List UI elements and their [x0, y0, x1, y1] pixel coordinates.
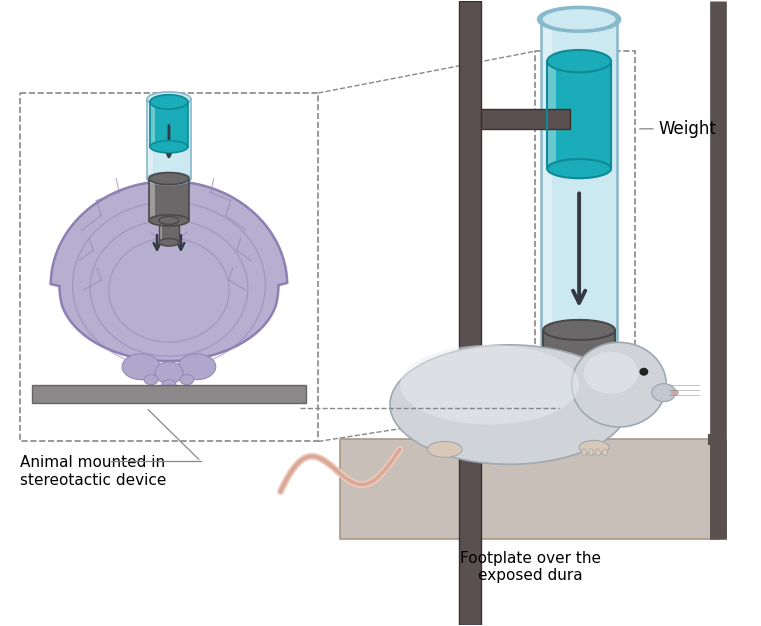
Polygon shape: [159, 220, 179, 242]
Polygon shape: [563, 377, 595, 398]
Polygon shape: [147, 99, 191, 178]
Polygon shape: [547, 61, 611, 168]
Ellipse shape: [162, 380, 176, 389]
Ellipse shape: [400, 345, 579, 424]
Polygon shape: [563, 393, 595, 402]
Bar: [31, 385, 307, 403]
Polygon shape: [563, 373, 595, 382]
Polygon shape: [51, 181, 287, 361]
Polygon shape: [150, 95, 188, 109]
Ellipse shape: [639, 367, 648, 376]
Polygon shape: [538, 7, 620, 31]
Ellipse shape: [596, 449, 600, 456]
Ellipse shape: [572, 342, 666, 427]
Ellipse shape: [651, 384, 676, 402]
Polygon shape: [150, 102, 155, 146]
Ellipse shape: [427, 441, 462, 458]
Polygon shape: [547, 159, 611, 178]
Polygon shape: [541, 351, 617, 368]
Polygon shape: [547, 50, 611, 72]
Polygon shape: [541, 19, 552, 360]
Polygon shape: [541, 8, 617, 31]
Ellipse shape: [602, 346, 626, 374]
Polygon shape: [543, 330, 615, 377]
Polygon shape: [149, 215, 189, 226]
Ellipse shape: [670, 389, 679, 396]
Ellipse shape: [581, 449, 587, 456]
Ellipse shape: [123, 354, 160, 380]
Ellipse shape: [144, 375, 158, 385]
Text: Weight: Weight: [640, 120, 717, 138]
Text: Footplate over the
exposed dura: Footplate over the exposed dura: [460, 551, 600, 583]
Ellipse shape: [607, 353, 621, 371]
Ellipse shape: [180, 375, 194, 385]
Bar: [340, 439, 718, 539]
Polygon shape: [543, 369, 615, 387]
Ellipse shape: [390, 345, 629, 464]
Polygon shape: [159, 220, 162, 242]
Ellipse shape: [178, 354, 215, 380]
Polygon shape: [147, 99, 153, 178]
Polygon shape: [159, 217, 179, 224]
Bar: [535, 51, 635, 419]
Polygon shape: [147, 92, 191, 106]
Bar: [20, 93, 318, 441]
Text: Animal mounted in
stereotactic device: Animal mounted in stereotactic device: [20, 455, 166, 488]
Ellipse shape: [588, 449, 594, 456]
Polygon shape: [150, 102, 188, 146]
Bar: [480, 109, 570, 129]
Bar: [459, 1, 480, 625]
Polygon shape: [150, 141, 188, 153]
Polygon shape: [147, 173, 191, 185]
Ellipse shape: [603, 449, 607, 456]
Polygon shape: [149, 173, 189, 185]
Polygon shape: [149, 178, 189, 220]
Polygon shape: [159, 239, 179, 246]
Polygon shape: [541, 19, 617, 360]
Polygon shape: [547, 61, 556, 168]
Ellipse shape: [579, 441, 609, 454]
Ellipse shape: [155, 362, 183, 384]
Polygon shape: [543, 320, 615, 340]
Polygon shape: [149, 178, 154, 220]
Ellipse shape: [584, 352, 638, 394]
